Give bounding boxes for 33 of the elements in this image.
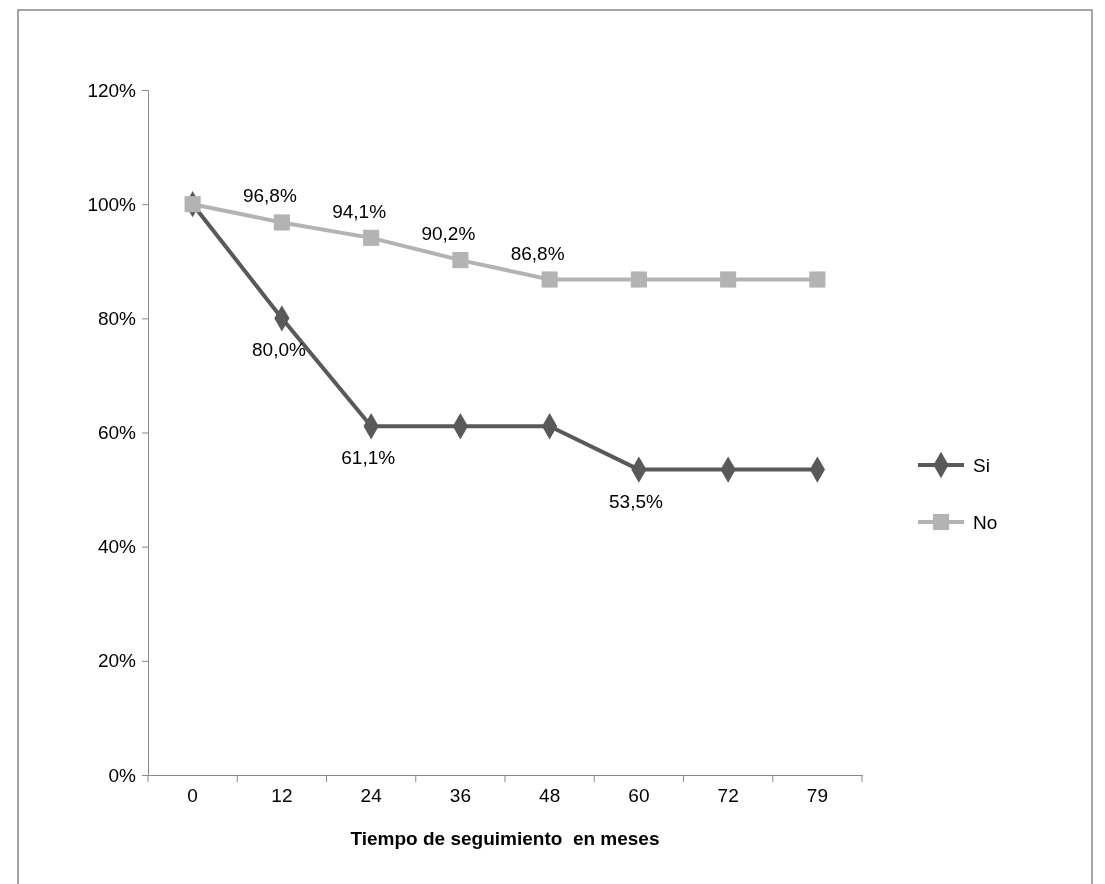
x-tick-label: 12 — [271, 785, 293, 807]
y-tick-label: 120% — [87, 79, 137, 101]
x-tick-label: 0 — [187, 785, 198, 807]
point — [720, 271, 737, 288]
data-label: 53,5% — [609, 490, 663, 512]
legend-label: Si — [973, 455, 990, 476]
point — [541, 271, 558, 288]
legend-label: No — [973, 512, 998, 533]
y-tick-label: 100% — [87, 193, 137, 215]
data-label: 94,1% — [332, 200, 387, 222]
x-tick-label: 79 — [806, 785, 828, 807]
point — [452, 252, 469, 269]
x-tick-label: 72 — [717, 785, 739, 807]
data-label: 61,1% — [341, 447, 396, 469]
data-label: 80,0% — [252, 339, 306, 361]
x-tick-label: 36 — [449, 785, 471, 807]
y-tick-label: 40% — [97, 536, 137, 558]
x-tick-label: 48 — [539, 785, 561, 807]
point — [273, 214, 290, 231]
x-tick-label: 24 — [360, 785, 383, 807]
y-tick-label: 60% — [97, 422, 137, 444]
x-tick-label: 60 — [628, 785, 650, 807]
x-axis-title: Tiempo de seguimiento en meses — [350, 828, 660, 849]
y-tick-label: 0% — [108, 764, 137, 786]
point — [630, 271, 647, 288]
data-label: 86,8% — [510, 242, 565, 264]
data-label: 90,2% — [421, 223, 476, 245]
data-label: 96,8% — [242, 185, 297, 207]
y-tick-label: 80% — [97, 307, 137, 329]
point — [809, 271, 826, 288]
point — [363, 229, 380, 246]
point — [184, 196, 201, 213]
y-tick-label: 20% — [97, 650, 137, 672]
